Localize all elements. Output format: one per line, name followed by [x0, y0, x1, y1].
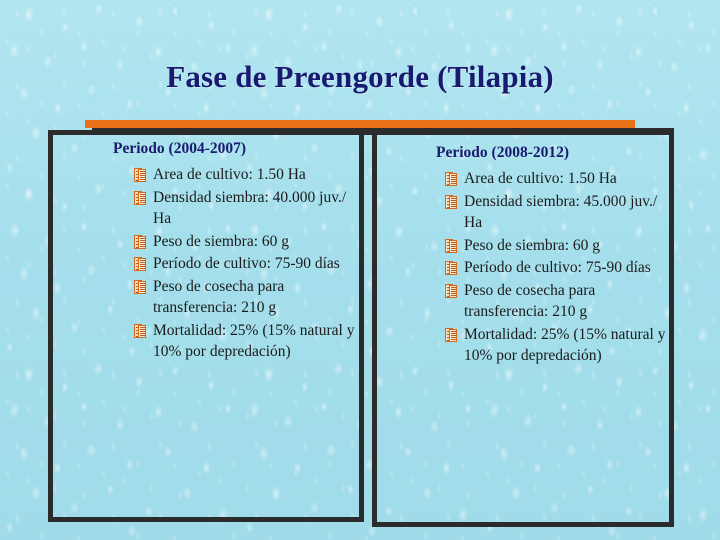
list-item: Peso de siembra: 60 g: [444, 235, 674, 257]
list-item-text: Mortalidad: 25% (15% natural y 10% por d…: [464, 325, 666, 365]
period-panel-right-frame: [372, 128, 674, 527]
list-item-text: Período de cultivo: 75-90 días: [464, 259, 651, 276]
list-item-text: Mortalidad: 25% (15% natural y 10% por d…: [153, 321, 355, 361]
document-page-icon: [445, 238, 457, 253]
list-item-text: Peso de cosecha para transferencia: 210 …: [153, 277, 285, 317]
list-item: Peso de cosecha para transferencia: 210 …: [444, 280, 674, 323]
page-title: Fase de Preengorde (Tilapia): [166, 59, 554, 94]
bullet-list-left: Area de cultivo: 1.50 Ha Densidad siembr…: [133, 164, 365, 363]
list-item-text: Peso de siembra: 60 g: [464, 236, 601, 254]
list-item: Area de cultivo: 1.50 Ha: [444, 168, 674, 190]
column-heading-left: Periodo (2004-2007): [113, 140, 247, 157]
column-heading-right: Periodo (2008-2012): [436, 144, 570, 161]
bullet-list-right: Area de cultivo: 1.50 Ha Densidad siembr…: [444, 168, 674, 367]
list-item: Peso de cosecha para transferencia: 210 …: [133, 276, 365, 319]
period-panel-left-frame: [48, 130, 364, 522]
document-page-icon: [134, 234, 146, 249]
list-item-text: Densidad siembra: 40.000 juv./ Ha: [153, 188, 347, 228]
list-item: Mortalidad: 25% (15% natural y 10% por d…: [444, 324, 674, 367]
document-page-icon: [134, 168, 146, 182]
list-item: Mortalidad: 25% (15% natural y 10% por d…: [133, 320, 365, 363]
document-page-icon: [445, 194, 457, 209]
list-item: Período de cultivo: 75-90 días: [444, 257, 674, 279]
list-item-text: Area de cultivo: 1.50 Ha: [464, 170, 617, 187]
list-item-text: Area de cultivo: 1.50 Ha: [153, 166, 306, 183]
document-page-icon: [445, 283, 457, 298]
period-column-2004-2007: Periodo (2004-2007) Area de cultivo: 1.5…: [113, 139, 365, 364]
document-page-icon: [445, 261, 457, 275]
document-page-icon: [134, 279, 146, 294]
document-page-icon: [134, 323, 146, 338]
document-page-icon: [134, 257, 146, 271]
accent-bar: [85, 120, 635, 128]
list-item: Peso de siembra: 60 g: [133, 231, 365, 253]
list-item: Densidad siembra: 40.000 juv./ Ha: [133, 187, 365, 230]
list-item-text: Período de cultivo: 75-90 días: [153, 255, 340, 272]
list-item-text: Peso de cosecha para transferencia: 210 …: [464, 281, 596, 321]
document-page-icon: [134, 190, 146, 205]
document-page-icon: [445, 327, 457, 342]
period-column-2008-2012: Periodo (2008-2012) Area de cultivo: 1.5…: [424, 143, 674, 368]
list-item: Densidad siembra: 45.000 juv./ Ha: [444, 191, 674, 234]
document-page-icon: [445, 172, 457, 186]
list-item-text: Peso de siembra: 60 g: [153, 232, 290, 250]
list-item: Período de cultivo: 75-90 días: [133, 253, 365, 275]
list-item-text: Densidad siembra: 45.000 juv./ Ha: [464, 192, 658, 232]
list-item: Area de cultivo: 1.50 Ha: [133, 164, 365, 186]
